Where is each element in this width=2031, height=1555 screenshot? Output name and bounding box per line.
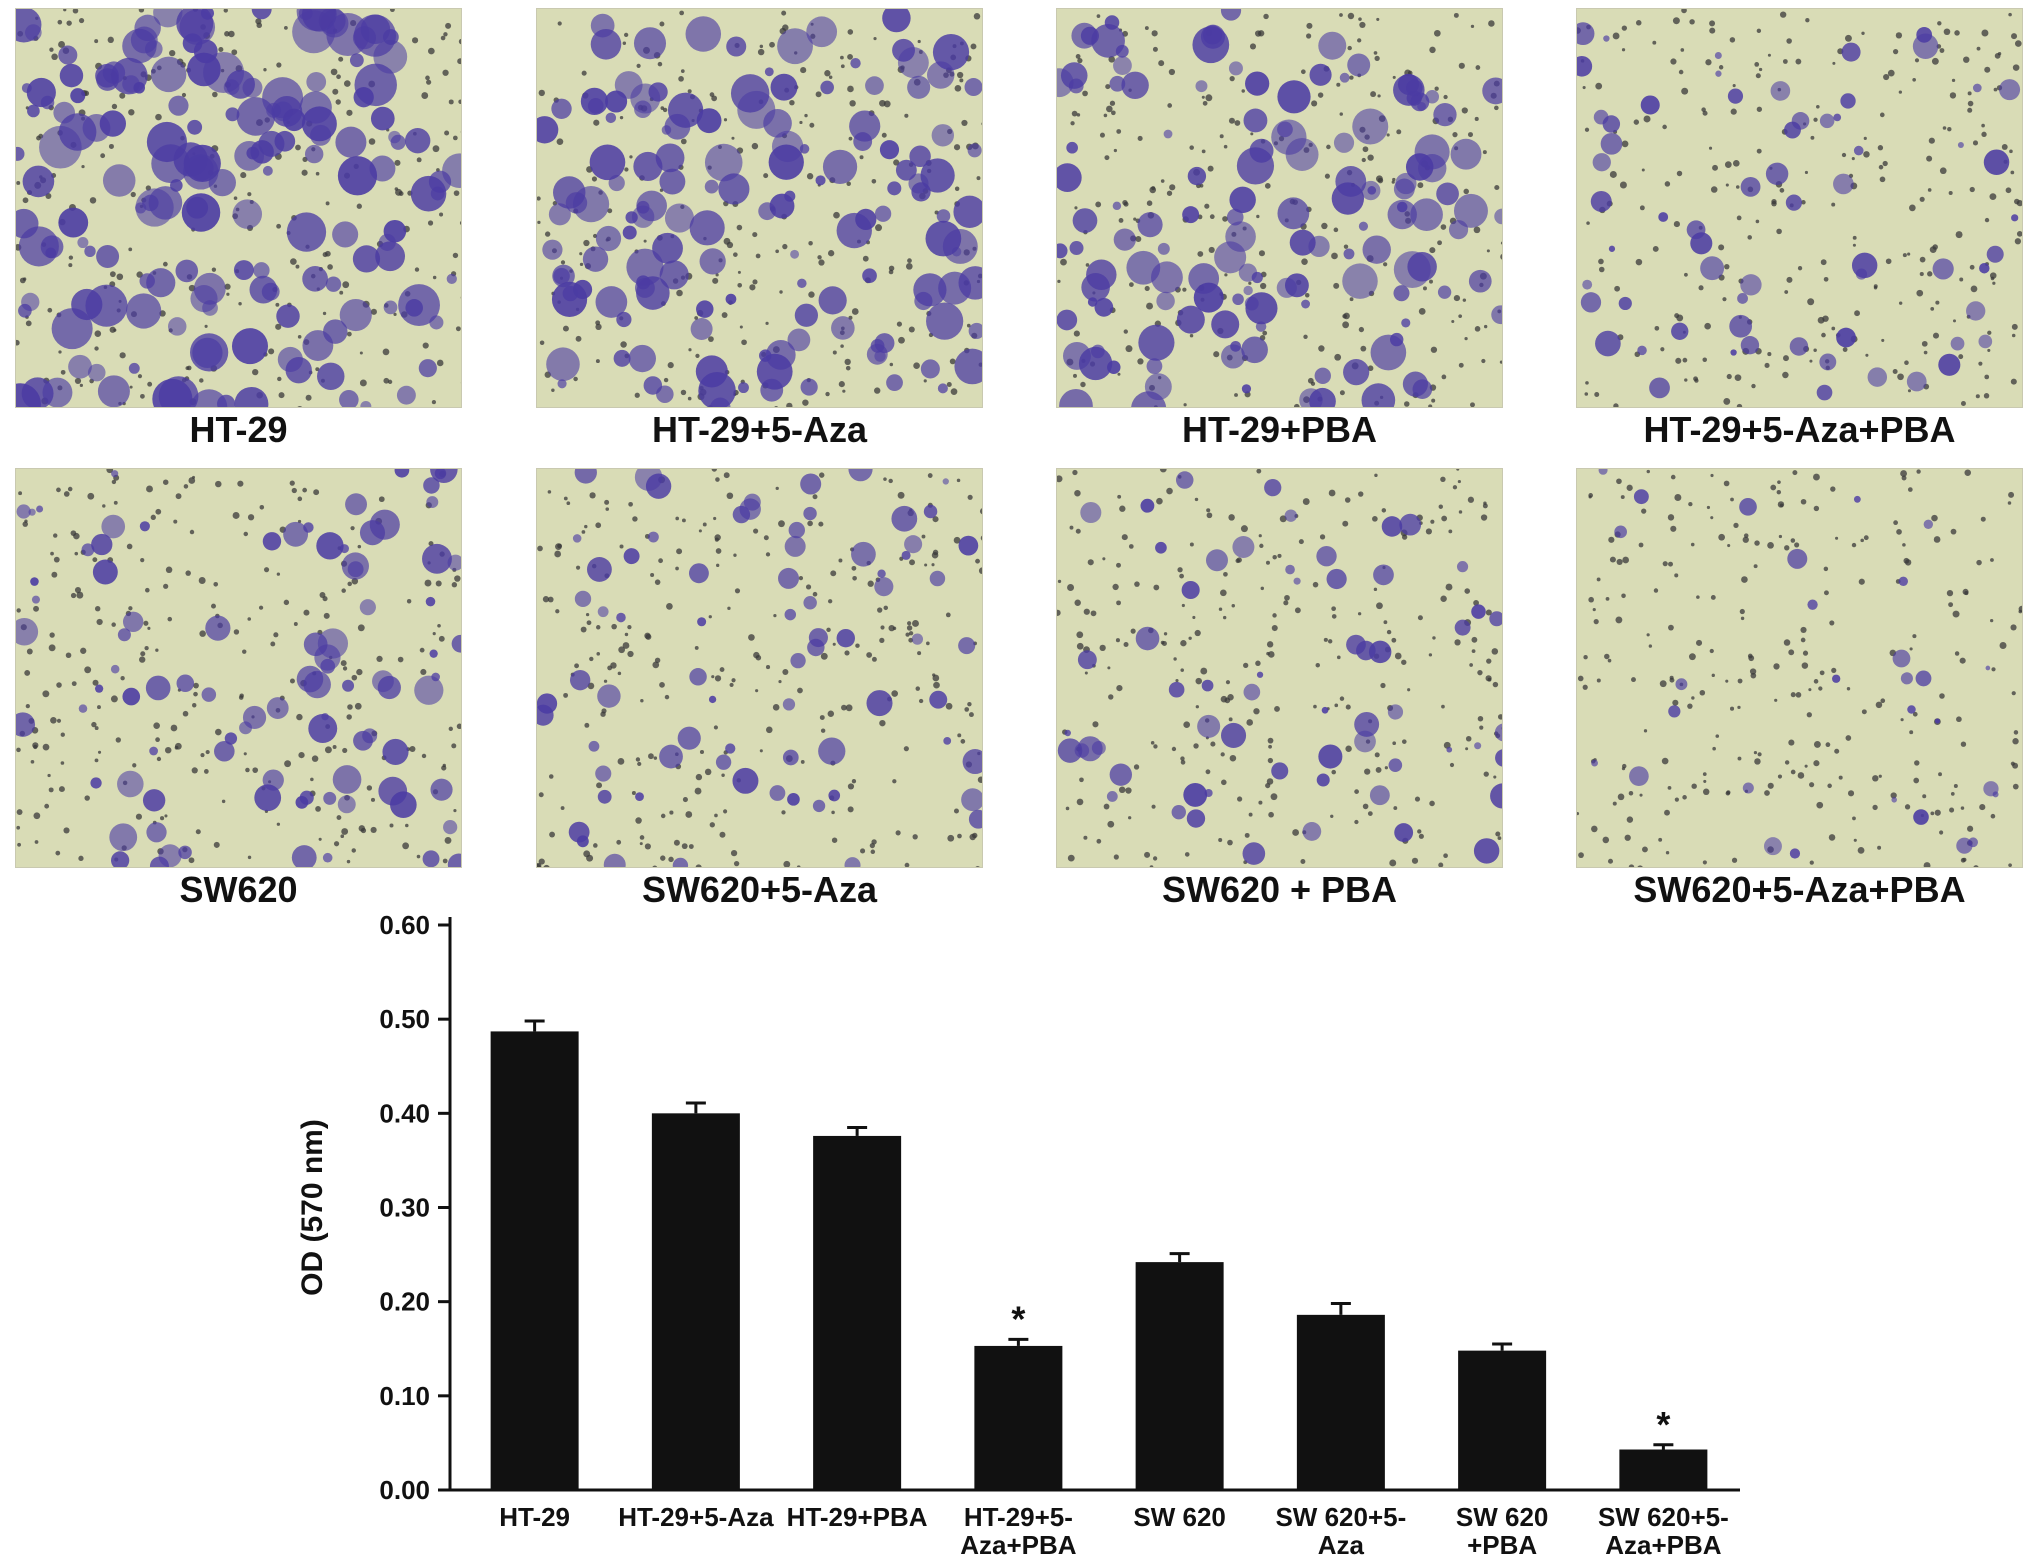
micrograph-image	[15, 8, 462, 408]
y-tick-label: 0.60	[379, 910, 430, 940]
significance-marker: *	[1656, 1404, 1670, 1445]
micrograph-panel: HT-29	[15, 8, 462, 450]
x-tick-label: SW 620	[1133, 1502, 1226, 1532]
y-tick-label: 0.20	[379, 1287, 430, 1317]
micrograph-panel: HT-29+5-Aza	[536, 8, 983, 450]
significance-marker: *	[1011, 1298, 1025, 1339]
x-tick-label: +PBA	[1467, 1530, 1537, 1555]
bar	[651, 1113, 740, 1490]
micrograph-panel: SW620+5-Aza+PBA	[1576, 468, 2023, 910]
x-tick-label: SW 620+5-	[1275, 1502, 1406, 1532]
x-tick-label: HT-29+PBA	[787, 1502, 928, 1532]
x-tick-label: HT-29+5-	[964, 1502, 1073, 1532]
od-bar-chart: 0.00 0.10 0.20 0.30 0.40 0.50 0.60 OD (570 nm) H…	[296, 910, 1740, 1555]
bar	[1296, 1314, 1385, 1490]
bar	[490, 1031, 579, 1490]
x-tick-label: Aza+PBA	[1605, 1530, 1722, 1555]
y-tick-label: 0.40	[379, 1098, 430, 1128]
bar	[974, 1345, 1063, 1490]
x-tick-label: Aza	[1318, 1530, 1365, 1555]
micrograph-image	[536, 8, 983, 408]
micrograph-panel: HT-29+PBA	[1056, 8, 1503, 450]
panel-label: HT-29+PBA	[1181, 409, 1378, 450]
micrograph-panel: SW620 + PBA	[1056, 468, 1503, 910]
micrograph-image	[1056, 468, 1503, 868]
bar	[1619, 1449, 1708, 1490]
micrograph-panel: SW620	[15, 468, 462, 910]
panel-label: HT-29	[189, 409, 288, 450]
panel-label: SW620 + PBA	[1161, 869, 1398, 910]
panel-label: SW620+5-Aza	[641, 869, 878, 910]
bar	[813, 1135, 902, 1490]
x-tick-label: Aza+PBA	[960, 1530, 1077, 1555]
x-tick-label: HT-29+5-Aza	[618, 1502, 774, 1532]
micrograph-image	[1056, 8, 1503, 408]
panel-label: SW620+5-Aza+PBA	[1633, 869, 1966, 910]
y-tick-label: 0.10	[379, 1381, 430, 1411]
micrograph-image	[1576, 468, 2023, 868]
x-tick-label: SW 620	[1456, 1502, 1549, 1532]
micrograph-image	[15, 468, 462, 868]
panel-label: SW620	[179, 869, 298, 910]
panel-label: HT-29+5-Aza+PBA	[1643, 409, 1956, 450]
micrograph-image	[536, 468, 983, 868]
micrograph-panel: HT-29+5-Aza+PBA	[1576, 8, 2023, 450]
y-tick-label: 0.00	[379, 1475, 430, 1505]
panel-label: HT-29+5-Aza	[651, 409, 868, 450]
x-tick-label: SW 620+5-	[1598, 1502, 1729, 1532]
y-axis-label: OD (570 nm)	[296, 1119, 329, 1296]
y-tick-label: 0.30	[379, 1193, 430, 1223]
bar	[1458, 1350, 1547, 1490]
micrograph-image	[1576, 8, 2023, 408]
micrograph-panel: SW620+5-Aza	[536, 468, 983, 910]
y-tick-label: 0.50	[379, 1004, 430, 1034]
x-tick-label: HT-29	[499, 1502, 570, 1532]
bar	[1135, 1262, 1224, 1490]
